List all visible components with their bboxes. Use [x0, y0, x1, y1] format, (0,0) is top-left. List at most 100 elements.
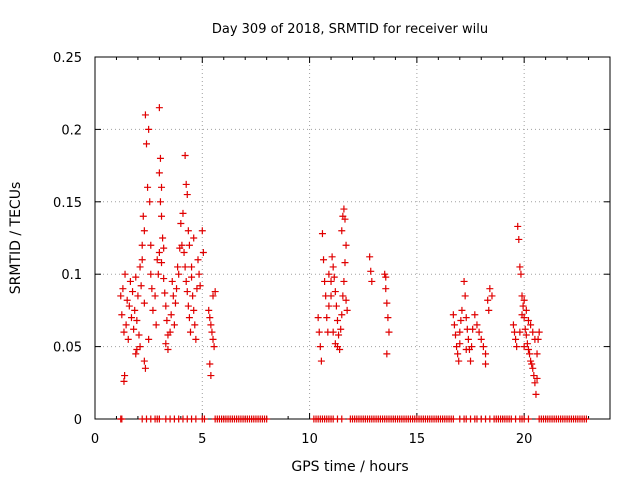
y-tick-label: 0.25 — [53, 51, 82, 66]
data-point — [582, 415, 590, 423]
x-tick-labels: 0 5 10 15 20 — [91, 432, 533, 447]
data-point — [199, 248, 207, 256]
data-point — [522, 306, 530, 314]
data-point — [475, 328, 483, 336]
data-point — [173, 285, 181, 293]
data-point — [132, 273, 140, 281]
data-point — [333, 343, 341, 351]
data-point — [140, 227, 148, 235]
data-point — [151, 292, 159, 300]
data-point — [168, 277, 176, 285]
data-point — [454, 350, 462, 358]
data-point — [368, 277, 376, 285]
data-point — [118, 311, 126, 319]
data-point — [155, 248, 163, 256]
data-point — [184, 302, 192, 310]
data-point — [519, 302, 527, 310]
data-point — [134, 292, 142, 300]
data-point — [528, 360, 536, 368]
data-point — [182, 180, 190, 188]
data-point — [449, 415, 457, 423]
data-point — [383, 350, 391, 358]
data-point — [469, 325, 477, 333]
data-point — [343, 306, 351, 314]
data-point — [166, 328, 174, 336]
data-point — [327, 292, 335, 300]
data-point — [462, 345, 470, 353]
data-point — [131, 306, 139, 314]
data-point — [520, 296, 528, 304]
data-point — [486, 285, 494, 293]
data-point — [452, 331, 459, 339]
data-point — [120, 328, 128, 336]
data-point — [338, 415, 346, 423]
data-point — [149, 306, 157, 314]
data-point — [455, 357, 463, 365]
data-point — [183, 191, 191, 199]
data-point — [342, 241, 350, 249]
data-point — [382, 273, 390, 281]
data-point — [159, 234, 167, 242]
data-point — [524, 345, 532, 353]
data-point — [129, 288, 137, 296]
data-point — [341, 259, 349, 267]
data-point — [526, 350, 534, 358]
x-axis-label: GPS time / hours — [291, 459, 408, 475]
data-point — [198, 227, 206, 235]
data-point — [192, 415, 200, 423]
data-point — [458, 306, 466, 314]
data-point — [145, 335, 153, 343]
data-point — [174, 263, 182, 271]
data-point — [190, 234, 198, 242]
data-point — [332, 302, 340, 310]
data-point — [317, 357, 325, 365]
data-point — [514, 222, 522, 230]
data-point — [206, 314, 214, 322]
data-point — [147, 241, 155, 249]
data-point — [127, 314, 135, 322]
data-point — [146, 198, 154, 206]
data-point — [314, 314, 322, 322]
data-point — [162, 302, 170, 310]
data-point — [325, 302, 333, 310]
data-point — [178, 241, 186, 249]
data-point — [140, 357, 148, 365]
data-point — [521, 325, 529, 333]
data-point — [135, 331, 143, 339]
data-point — [518, 311, 526, 319]
data-point — [385, 328, 393, 336]
data-points — [117, 104, 590, 423]
data-point — [132, 350, 140, 358]
data-point — [209, 292, 217, 300]
data-point — [464, 335, 472, 343]
data-point — [340, 277, 348, 285]
data-point — [535, 328, 543, 336]
data-point — [185, 314, 193, 322]
data-point — [171, 299, 179, 307]
data-point — [130, 325, 138, 333]
data-point — [117, 292, 125, 300]
data-point — [462, 314, 470, 322]
y-tick-labels: 0 0.05 0.1 0.15 0.2 0.25 — [53, 51, 82, 428]
axis-ticks — [94, 56, 610, 420]
chart-title: Day 309 of 2018, SRMTID for receiver wil… — [212, 22, 488, 37]
data-point — [522, 331, 530, 339]
data-point — [467, 357, 475, 365]
data-point — [327, 277, 335, 285]
data-point — [335, 331, 343, 339]
data-point — [160, 275, 168, 283]
data-point — [482, 360, 490, 368]
data-point — [191, 321, 199, 329]
data-point — [338, 311, 346, 319]
data-point — [145, 125, 153, 133]
data-point — [384, 314, 392, 322]
data-point — [136, 263, 144, 271]
data-point — [183, 288, 191, 296]
data-point — [188, 273, 196, 281]
data-point — [125, 302, 133, 310]
data-point — [155, 104, 163, 112]
y-tick-label: 0.05 — [53, 341, 82, 356]
data-point — [186, 328, 194, 336]
data-point — [122, 321, 130, 329]
